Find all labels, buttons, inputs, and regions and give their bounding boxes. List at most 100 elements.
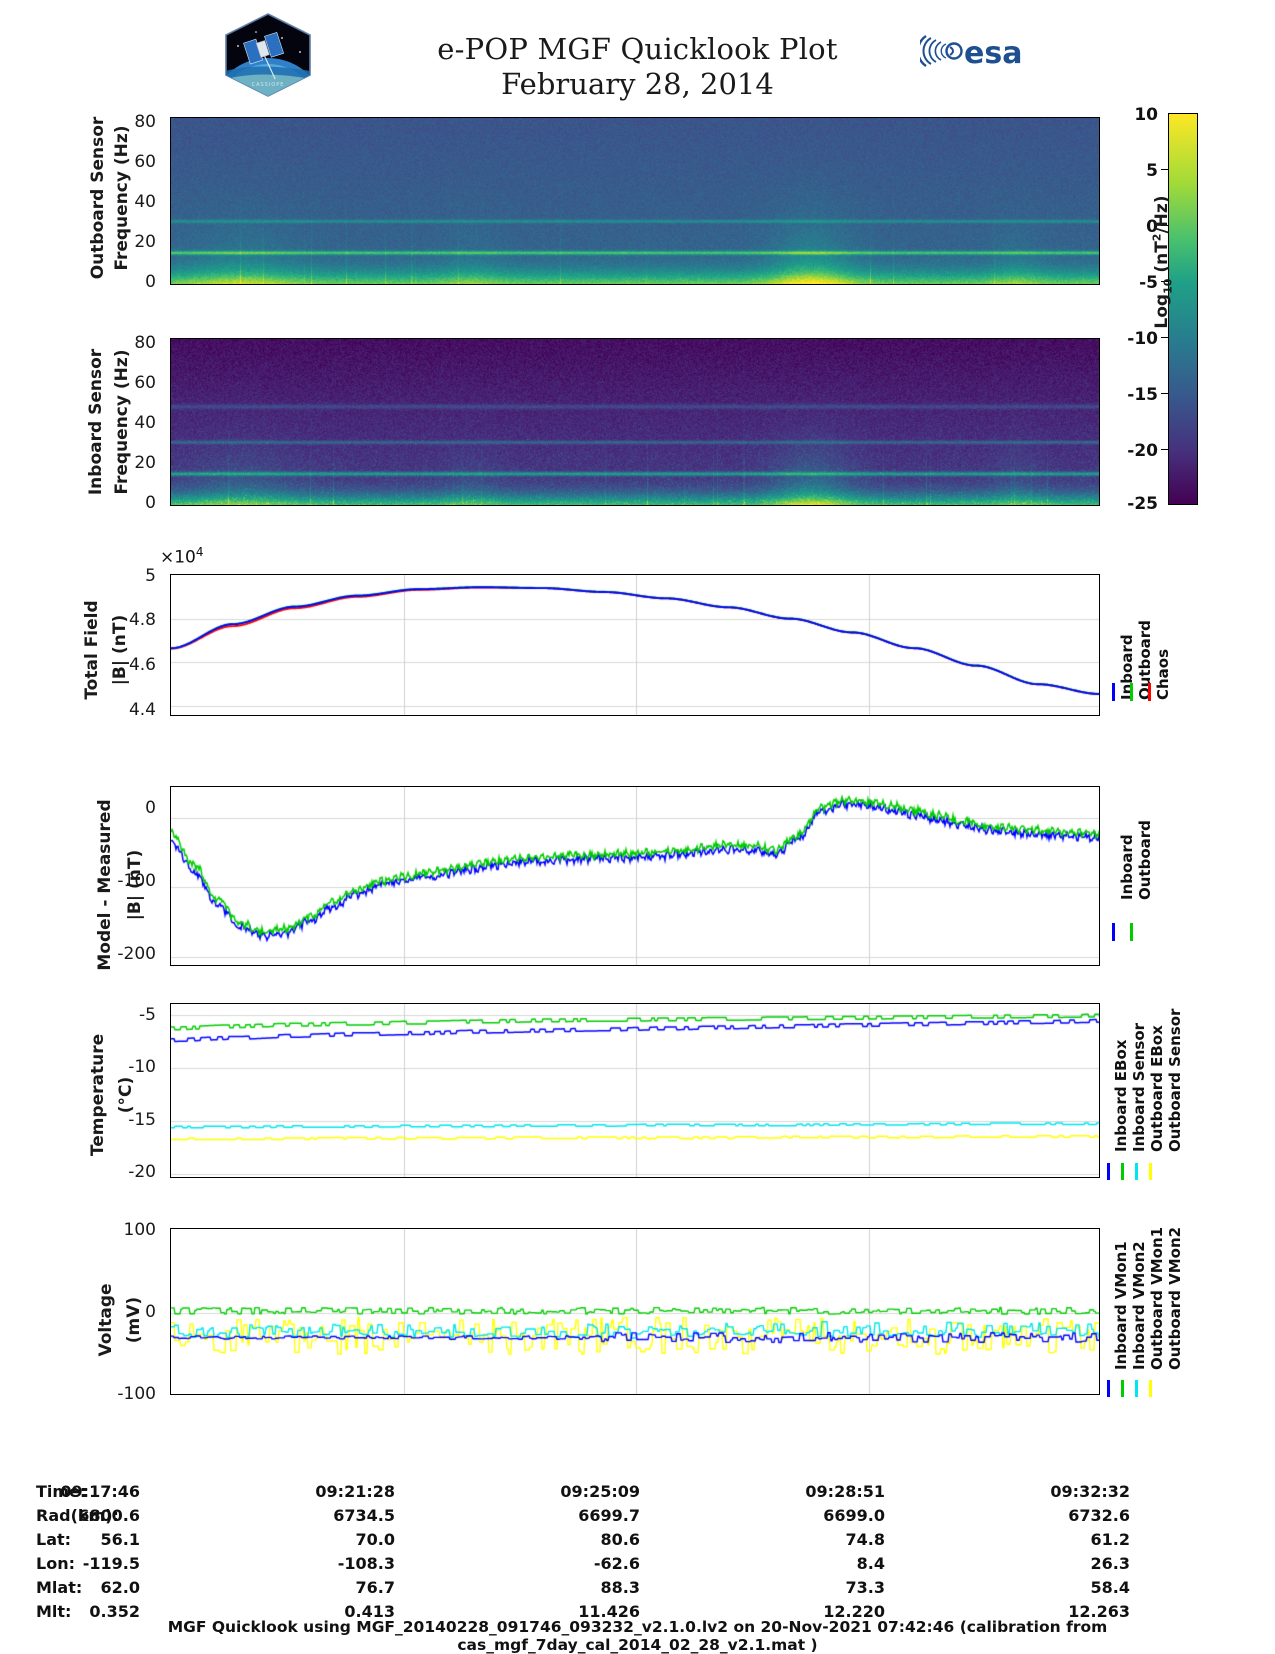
temp-ytick-m15: -15 <box>128 1110 156 1130</box>
colorbar-axis-label: Log10 (nT2/Hz) <box>1151 195 1175 328</box>
ephemeris-cell: 0.352 <box>89 1602 140 1621</box>
outboard-ytick-0: 0 <box>145 272 156 292</box>
inboard-ytick-80: 80 <box>134 333 156 353</box>
ephemeris-row: Mlat: 62.0 76.7 88.3 73.3 58.4 <box>0 1578 1275 1602</box>
legend-label-temp-inboard-ebox: Inboard EBox <box>1112 1039 1130 1152</box>
ephemeris-cell: 80.6 <box>600 1530 640 1549</box>
ephemeris-cell: 62.0 <box>100 1578 140 1597</box>
ephemeris-row-label: Mlat: <box>36 1578 83 1597</box>
outboard-spectrogram-ylabel-1: Outboard Sensor <box>88 116 108 280</box>
ephemeris-cell: 6734.5 <box>333 1506 395 1525</box>
inboard-sensor-spectrogram[interactable] <box>170 338 1100 506</box>
temperature-plot[interactable] <box>170 1003 1100 1178</box>
temp-ytick-m10: -10 <box>128 1057 156 1077</box>
mm-ytick-m200: -200 <box>117 944 156 964</box>
total-field-ylabel-1: Total Field <box>82 600 102 700</box>
tf-ytick-48: 4.8 <box>128 610 156 630</box>
legend-label-volt-outboard-vmon1: Outboard VMon1 <box>1148 1226 1166 1370</box>
page-header: CASSIOPE e-POP MGF Quicklook Plot Februa… <box>0 0 1275 108</box>
legend-label-mm-inboard: Inboard <box>1118 834 1136 900</box>
temp-ytick-m20: -20 <box>128 1162 156 1182</box>
mm-ytick-m100: -100 <box>117 871 156 891</box>
volt-ytick-100: 100 <box>123 1220 156 1240</box>
volt-ytick-m100: -100 <box>117 1384 156 1404</box>
legend-swatch-volt-inboard-vmon2 <box>1121 1380 1124 1397</box>
legend-label-tf-outboard: Outboard <box>1136 620 1154 700</box>
ephemeris-cell: 09:28:51 <box>805 1482 885 1501</box>
ephemeris-cell: 74.8 <box>845 1530 885 1549</box>
ephemeris-row: Mlt: 0.352 0.413 11.426 12.220 12.263 <box>0 1602 1275 1626</box>
legend-swatch-temp-inboard-sensor <box>1121 1163 1124 1180</box>
colorbar-tick-5: 5 <box>1146 161 1158 181</box>
ephemeris-cell: 6699.0 <box>823 1506 885 1525</box>
ephemeris-cell: 8.4 <box>856 1554 885 1573</box>
inboard-ytick-60: 60 <box>134 373 156 393</box>
legend-swatch-temp-outboard-ebox <box>1135 1163 1138 1180</box>
legend-label-volt-inboard-vmon1: Inboard VMon1 <box>1112 1241 1130 1370</box>
ephemeris-row-label: Time: <box>36 1482 87 1501</box>
exp-prefix: ×10 <box>160 547 196 568</box>
svg-text:esa: esa <box>964 36 1022 71</box>
cassiope-mission-patch-logo: CASSIOPE <box>222 12 314 98</box>
ephemeris-cell: 58.4 <box>1090 1578 1130 1597</box>
inboard-ytick-40: 40 <box>134 413 156 433</box>
page-subtitle-date: February 28, 2014 <box>501 67 774 101</box>
ephemeris-cell: 12.220 <box>823 1602 885 1621</box>
ephemeris-cell: 88.3 <box>600 1578 640 1597</box>
ephemeris-cell: 73.3 <box>845 1578 885 1597</box>
ephemeris-cell: 76.7 <box>355 1578 395 1597</box>
colorbar-tick-m25: -25 <box>1127 494 1158 514</box>
inboard-spectrogram-ylabel-1: Inboard Sensor <box>86 348 106 496</box>
legend-swatch-tf-outboard <box>1130 683 1133 701</box>
voltage-plot[interactable] <box>170 1228 1100 1395</box>
ephemeris-cell: 11.426 <box>578 1602 640 1621</box>
legend-swatch-volt-outboard-vmon2 <box>1149 1380 1152 1397</box>
ephemeris-cell: 09:17:46 <box>60 1482 140 1501</box>
ephemeris-cell: -108.3 <box>337 1554 395 1573</box>
ephemeris-row-label: Lat: <box>36 1530 72 1549</box>
svg-text:CASSIOPE: CASSIOPE <box>252 82 285 88</box>
ephemeris-cell: 0.413 <box>344 1602 395 1621</box>
legend-label-volt-inboard-vmon2: Inboard VMon2 <box>1130 1241 1148 1370</box>
ephemeris-cell: 26.3 <box>1090 1554 1130 1573</box>
outboard-ytick-60: 60 <box>134 152 156 172</box>
legend-label-mm-outboard: Outboard <box>1136 820 1154 900</box>
legend-swatch-tf-chaos <box>1148 683 1151 701</box>
inboard-ytick-20: 20 <box>134 453 156 473</box>
ephemeris-cell: 09:21:28 <box>315 1482 395 1501</box>
ephemeris-cell: 12.263 <box>1068 1602 1130 1621</box>
credit-line: MGF Quicklook using MGF_20140228_091746_… <box>167 1618 1108 1654</box>
exp-value: 4 <box>195 545 204 559</box>
legend-swatch-mm-inboard <box>1112 923 1115 941</box>
volt-ytick-0: 0 <box>145 1302 156 1322</box>
ephemeris-cell: 6699.7 <box>578 1506 640 1525</box>
ephemeris-cell: 56.1 <box>100 1530 140 1549</box>
legend-label-volt-outboard-vmon2: Outboard VMon2 <box>1166 1226 1184 1370</box>
colorbar-tick-m5: -5 <box>1139 273 1158 293</box>
ephemeris-cell: 6800.6 <box>78 1506 140 1525</box>
tf-ytick-46: 4.6 <box>128 655 156 675</box>
colorbar-label-unit-pre: (nT <box>1152 241 1173 279</box>
ephemeris-row-label: Rad(km): <box>36 1506 119 1525</box>
ephemeris-cell: -119.5 <box>82 1554 140 1573</box>
model-minus-measured-plot[interactable] <box>170 786 1100 966</box>
colorbar-label-sub: 10 <box>1161 278 1175 294</box>
outboard-ytick-40: 40 <box>134 192 156 212</box>
legend-label-temp-outboard-sensor: Outboard Sensor <box>1166 1008 1184 1152</box>
total-field-plot[interactable] <box>170 574 1100 716</box>
legend-swatch-volt-inboard-vmon1 <box>1107 1380 1110 1397</box>
outboard-sensor-spectrogram[interactable] <box>170 117 1100 285</box>
ephemeris-cell: 61.2 <box>1090 1530 1130 1549</box>
tf-ytick-5: 5 <box>145 566 156 586</box>
tf-ytick-44: 4.4 <box>128 700 156 720</box>
ephemeris-cell: 09:25:09 <box>560 1482 640 1501</box>
colorbar-tick-m10: -10 <box>1127 329 1158 349</box>
ephemeris-row: Lat: 56.1 70.0 80.6 74.8 61.2 <box>0 1530 1275 1554</box>
legend-swatch-tf-inboard <box>1112 683 1115 701</box>
ephemeris-row: Lon: -119.5 -108.3 -62.6 8.4 26.3 <box>0 1554 1275 1578</box>
total-field-exponent: ×104 <box>160 545 204 568</box>
ephemeris-cell: 70.0 <box>355 1530 395 1549</box>
colorbar-tick-10: 10 <box>1134 105 1158 125</box>
colorbar-tick-m20: -20 <box>1127 441 1158 461</box>
legend-label-temp-outboard-ebox: Outboard EBox <box>1148 1025 1166 1152</box>
